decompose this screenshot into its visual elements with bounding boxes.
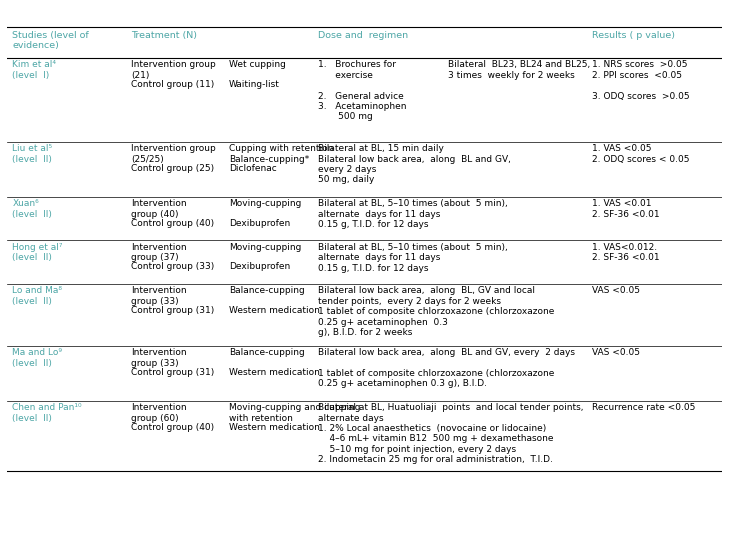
Text: Bilateral low back area,  along  BL, GV and local
tender points,  every 2 days f: Bilateral low back area, along BL, GV an… — [318, 286, 555, 337]
Text: Control group (25): Control group (25) — [131, 164, 214, 173]
Text: Balance-cupping: Balance-cupping — [229, 348, 305, 357]
Text: Intervention
group (60): Intervention group (60) — [131, 403, 187, 423]
Text: Diclofenac: Diclofenac — [229, 164, 276, 173]
Text: Control group (11): Control group (11) — [131, 80, 214, 89]
Text: Bilateral at BL, 5–10 times (about  5 min),
alternate  days for 11 days
0.15 g, : Bilateral at BL, 5–10 times (about 5 min… — [318, 243, 508, 273]
Text: Chen and Pan¹⁰
(level  II): Chen and Pan¹⁰ (level II) — [12, 403, 82, 423]
Text: Control group (40): Control group (40) — [131, 423, 214, 432]
Text: Moving-cupping: Moving-cupping — [229, 200, 301, 208]
Text: Wet cupping: Wet cupping — [229, 60, 286, 70]
Text: Kim et al⁴
(level  I): Kim et al⁴ (level I) — [12, 60, 56, 80]
Text: Bilateral  BL23, BL24 and BL25,
3 times  weekly for 2 weeks: Bilateral BL23, BL24 and BL25, 3 times w… — [448, 60, 590, 80]
Text: Studies (level of
evidence): Studies (level of evidence) — [12, 30, 89, 50]
Text: Recurrence rate <0.05: Recurrence rate <0.05 — [592, 403, 695, 412]
Text: Bilateral at BL, 15 min daily
Bilateral low back area,  along  BL and GV,
every : Bilateral at BL, 15 min daily Bilateral … — [318, 144, 511, 185]
Text: Moving-cupping: Moving-cupping — [229, 243, 301, 252]
Text: 1. VAS <0.01
2. SF-36 <0.01: 1. VAS <0.01 2. SF-36 <0.01 — [592, 200, 659, 219]
Text: VAS <0.05: VAS <0.05 — [592, 348, 639, 357]
Text: Intervention group
(25/25): Intervention group (25/25) — [131, 144, 216, 164]
Text: Results ( p value): Results ( p value) — [592, 30, 674, 40]
Text: Western medication: Western medication — [229, 423, 319, 432]
Text: Western medication: Western medication — [229, 368, 319, 377]
Text: Western medication: Western medication — [229, 306, 319, 315]
Text: Treatment (N): Treatment (N) — [131, 30, 197, 40]
Text: Intervention
group (40): Intervention group (40) — [131, 200, 187, 219]
Text: Liu et al⁵
(level  II): Liu et al⁵ (level II) — [12, 144, 52, 164]
Text: Dose and  regimen: Dose and regimen — [318, 30, 408, 40]
Text: Dexibuprofen: Dexibuprofen — [229, 262, 290, 271]
Text: Control group (31): Control group (31) — [131, 368, 214, 377]
Text: Bilateral at BL, 5–10 times (about  5 min),
alternate  days for 11 days
0.15 g, : Bilateral at BL, 5–10 times (about 5 min… — [318, 200, 508, 229]
Text: Cupping with retention
Balance-cupping*: Cupping with retention Balance-cupping* — [229, 144, 333, 164]
Text: Xuan⁶
(level  II): Xuan⁶ (level II) — [12, 200, 52, 219]
Text: Ma and Lo⁹
(level  II): Ma and Lo⁹ (level II) — [12, 348, 62, 368]
Text: Hong et al⁷
(level  II): Hong et al⁷ (level II) — [12, 243, 63, 262]
Text: Control group (40): Control group (40) — [131, 219, 214, 228]
Text: 1. VAS <0.05
2. ODQ scores < 0.05: 1. VAS <0.05 2. ODQ scores < 0.05 — [592, 144, 689, 164]
Text: Control group (33): Control group (33) — [131, 262, 214, 271]
Text: 1. NRS scores  >0.05
2. PPI scores  <0.05

3. ODQ scores  >0.05: 1. NRS scores >0.05 2. PPI scores <0.05 … — [592, 60, 690, 101]
Text: Balance-cupping: Balance-cupping — [229, 286, 305, 295]
Text: Bilateral at BL, Huatuoliaji  points  and local tender points,
alternate days
1.: Bilateral at BL, Huatuoliaji points and … — [318, 403, 583, 464]
Text: Intervention
group (33): Intervention group (33) — [131, 348, 187, 368]
Text: Intervention
group (37): Intervention group (37) — [131, 243, 187, 262]
Text: Control group (31): Control group (31) — [131, 306, 214, 315]
Text: Intervention
group (33): Intervention group (33) — [131, 286, 187, 306]
Text: VAS <0.05: VAS <0.05 — [592, 286, 639, 295]
Text: Dexibuprofen: Dexibuprofen — [229, 219, 290, 228]
Text: Lo and Ma⁸
(level  II): Lo and Ma⁸ (level II) — [12, 286, 62, 306]
Text: 1. VAS<0.012.
2. SF-36 <0.01: 1. VAS<0.012. 2. SF-36 <0.01 — [592, 243, 659, 262]
Text: Moving-cupping and cupping
with retention: Moving-cupping and cupping with retentio… — [229, 403, 360, 423]
Text: 1.   Brochures for
      exercise

2.   General advice
3.   Acetaminophen
      : 1. Brochures for exercise 2. General adv… — [318, 60, 407, 121]
Text: Waiting-list: Waiting-list — [229, 80, 280, 89]
Text: Intervention group
(21): Intervention group (21) — [131, 60, 216, 80]
Text: Bilateral low back area,  along  BL and GV, every  2 days

1 tablet of composite: Bilateral low back area, along BL and GV… — [318, 348, 575, 388]
